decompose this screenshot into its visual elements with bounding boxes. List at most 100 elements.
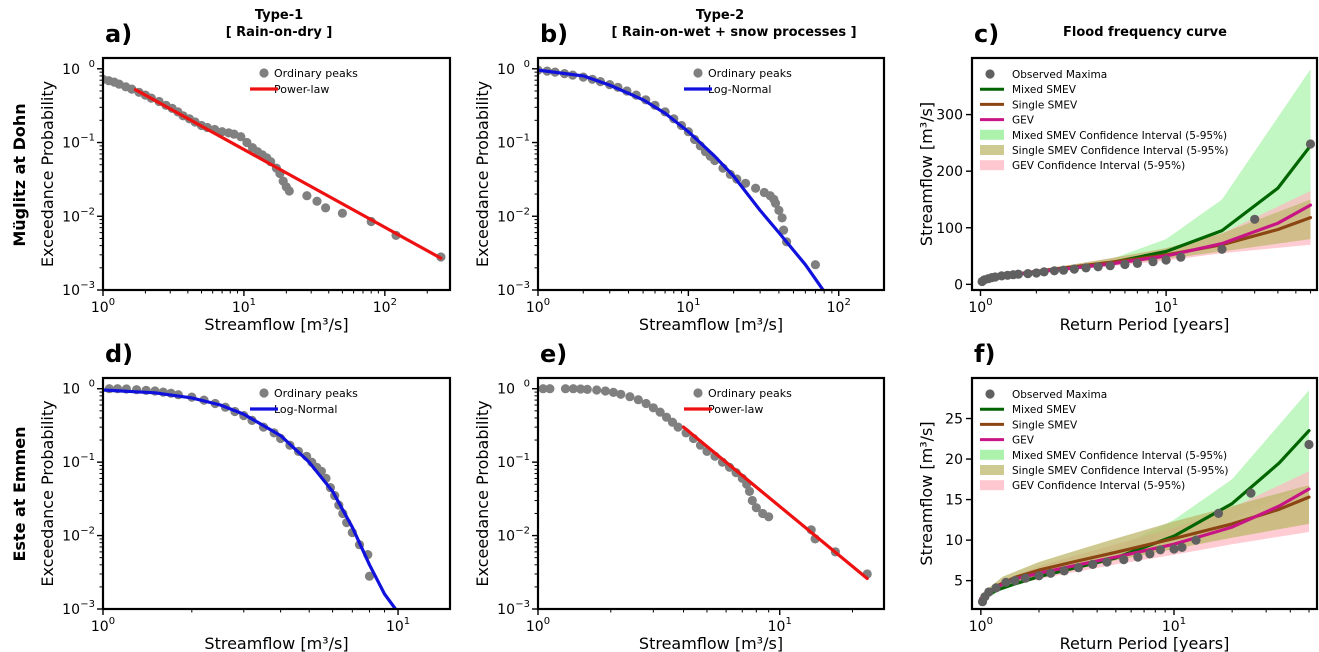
data-point-12 [1049, 266, 1059, 276]
data-point-14 [1069, 264, 1079, 274]
y-tick-label-3: 10 0 [62, 379, 95, 398]
x-tick-label-0: 100 [526, 616, 550, 635]
legend-label-1: Log-Normal [274, 403, 337, 416]
legend-label-0: Ordinary peaks [708, 67, 792, 80]
legend-label-0: Ordinary peaks [708, 387, 792, 400]
confidence-band-0 [980, 69, 1311, 282]
x-axis-label: Streamflow [m³/s] [639, 315, 783, 334]
data-point-21 [1161, 255, 1171, 265]
data-point-31 [770, 198, 781, 208]
y-tick-label-1: 10−2 [497, 526, 530, 545]
data-point-8 [608, 387, 619, 397]
confidence-band-2 [980, 485, 1309, 601]
y-tick-label-1: 10−2 [62, 526, 95, 545]
data-point-33 [777, 213, 787, 223]
y-tick-label-2: 10−1 [62, 452, 95, 471]
y-tick-label-1: 10−2 [62, 206, 95, 225]
x-tick-label-0: 100 [526, 297, 550, 316]
x-tick-exponent-0: 0 [987, 616, 993, 627]
y-tick-label-0: 0 [954, 277, 963, 293]
y-tick-label-2: 200 [936, 164, 963, 180]
legend-label-1: Power-law [708, 403, 763, 416]
data-point-12 [1102, 557, 1112, 567]
y-tick-label-3: 300 [936, 108, 963, 124]
data-point-25 [1305, 139, 1316, 149]
column-header-type2-line2: [ Rain-on-wet + snow processes ] [611, 25, 856, 40]
data-point-22 [1304, 439, 1314, 450]
data-point-22 [236, 132, 246, 142]
data-point-5 [582, 384, 592, 394]
y-tick-exponent-1: −2 [80, 206, 95, 217]
panel-label: c) [974, 20, 999, 48]
x-tick-label-1: 101 [676, 297, 700, 316]
data-point-2 [984, 587, 994, 597]
y-tick-exponent-0: −3 [515, 599, 530, 610]
data-point-33 [284, 186, 294, 196]
x-tick-exponent-1: 1 [404, 616, 410, 627]
legend-marker-0 [693, 388, 703, 398]
data-point-6 [592, 385, 602, 395]
plot-area [103, 384, 398, 609]
column-header-type2-line1: Type-2 [696, 8, 744, 23]
data-point-7 [1034, 571, 1044, 581]
legend-label-2: Single SMEV [1012, 419, 1078, 431]
data-point-26 [740, 178, 751, 188]
y-tick-exponent-1: −2 [80, 526, 95, 537]
y-axis-label: Streamflow [m³/s] [917, 102, 936, 246]
data-point-10 [1073, 563, 1083, 573]
data-point-28 [744, 486, 755, 496]
legend-label-1: Power-law [274, 83, 329, 96]
legend-label-4: Mixed SMEV Confidence Interval (5-95%) [1012, 130, 1227, 142]
legend-patch-4 [980, 449, 1004, 460]
data-point-29 [747, 495, 757, 506]
data-point-18 [1177, 542, 1187, 553]
x-tick-label-0: 100 [968, 297, 992, 316]
column-header-flood-frequency: Flood frequency curve [1063, 25, 1227, 40]
legend-label-1: Mixed SMEV [1012, 404, 1077, 416]
x-tick-label-1: 101 [386, 616, 410, 635]
data-point-15 [1145, 549, 1155, 559]
legend-patch-6 [980, 480, 1004, 491]
y-tick-exponent-3: 0 [89, 379, 95, 390]
y-tick-label-0: 10−3 [62, 280, 95, 299]
y-tick-label-3: 20 [945, 452, 963, 468]
x-axis-label: Streamflow [m³/s] [204, 315, 348, 334]
y-axis-label: Streamflow [m³/s] [917, 421, 936, 565]
y-tick-label-3: 10 0 [497, 59, 530, 78]
plot-area [538, 384, 872, 581]
row-label-mueglitz: Müglitz at Dohn [10, 103, 29, 246]
legend-patch-5 [980, 465, 1004, 475]
data-point-14 [655, 407, 665, 417]
y-tick-exponent-0: −3 [80, 280, 95, 291]
y-tick-exponent-2: −1 [515, 133, 530, 144]
y-axis-label: Exceedance Probability [38, 81, 57, 267]
plot-frame [536, 56, 886, 292]
y-axis-label: Exceedance Probability [473, 81, 492, 267]
x-tick-exponent-2: 2 [844, 297, 850, 308]
x-tick-label-1: 101 [768, 616, 792, 635]
y-tick-label-2: 10−1 [497, 452, 530, 471]
data-point-1 [545, 384, 555, 394]
plot-area [977, 69, 1316, 287]
data-point-4 [576, 384, 586, 394]
legend-label-4: Mixed SMEV Confidence Interval (5-95%) [1012, 450, 1227, 462]
data-point-35 [312, 196, 322, 206]
data-point-14 [1133, 552, 1143, 562]
y-tick-label-1: 10−2 [497, 206, 530, 225]
plot-area [538, 65, 826, 290]
data-point-19 [1132, 258, 1142, 268]
y-tick-exponent-3: 0 [524, 59, 530, 70]
x-tick-exponent-1: 1 [785, 616, 791, 627]
x-tick-exponent-0: 0 [109, 297, 115, 308]
plot-frame [536, 376, 886, 611]
y-tick-exponent-0: −3 [515, 280, 530, 291]
y-tick-exponent-0: −3 [80, 599, 95, 610]
data-point-11 [1088, 559, 1098, 570]
data-point-8 [1013, 269, 1024, 279]
x-axis-label: Return Period [years] [1060, 315, 1230, 334]
legend-patch-4 [980, 129, 1004, 140]
data-point-11 [1039, 267, 1049, 277]
